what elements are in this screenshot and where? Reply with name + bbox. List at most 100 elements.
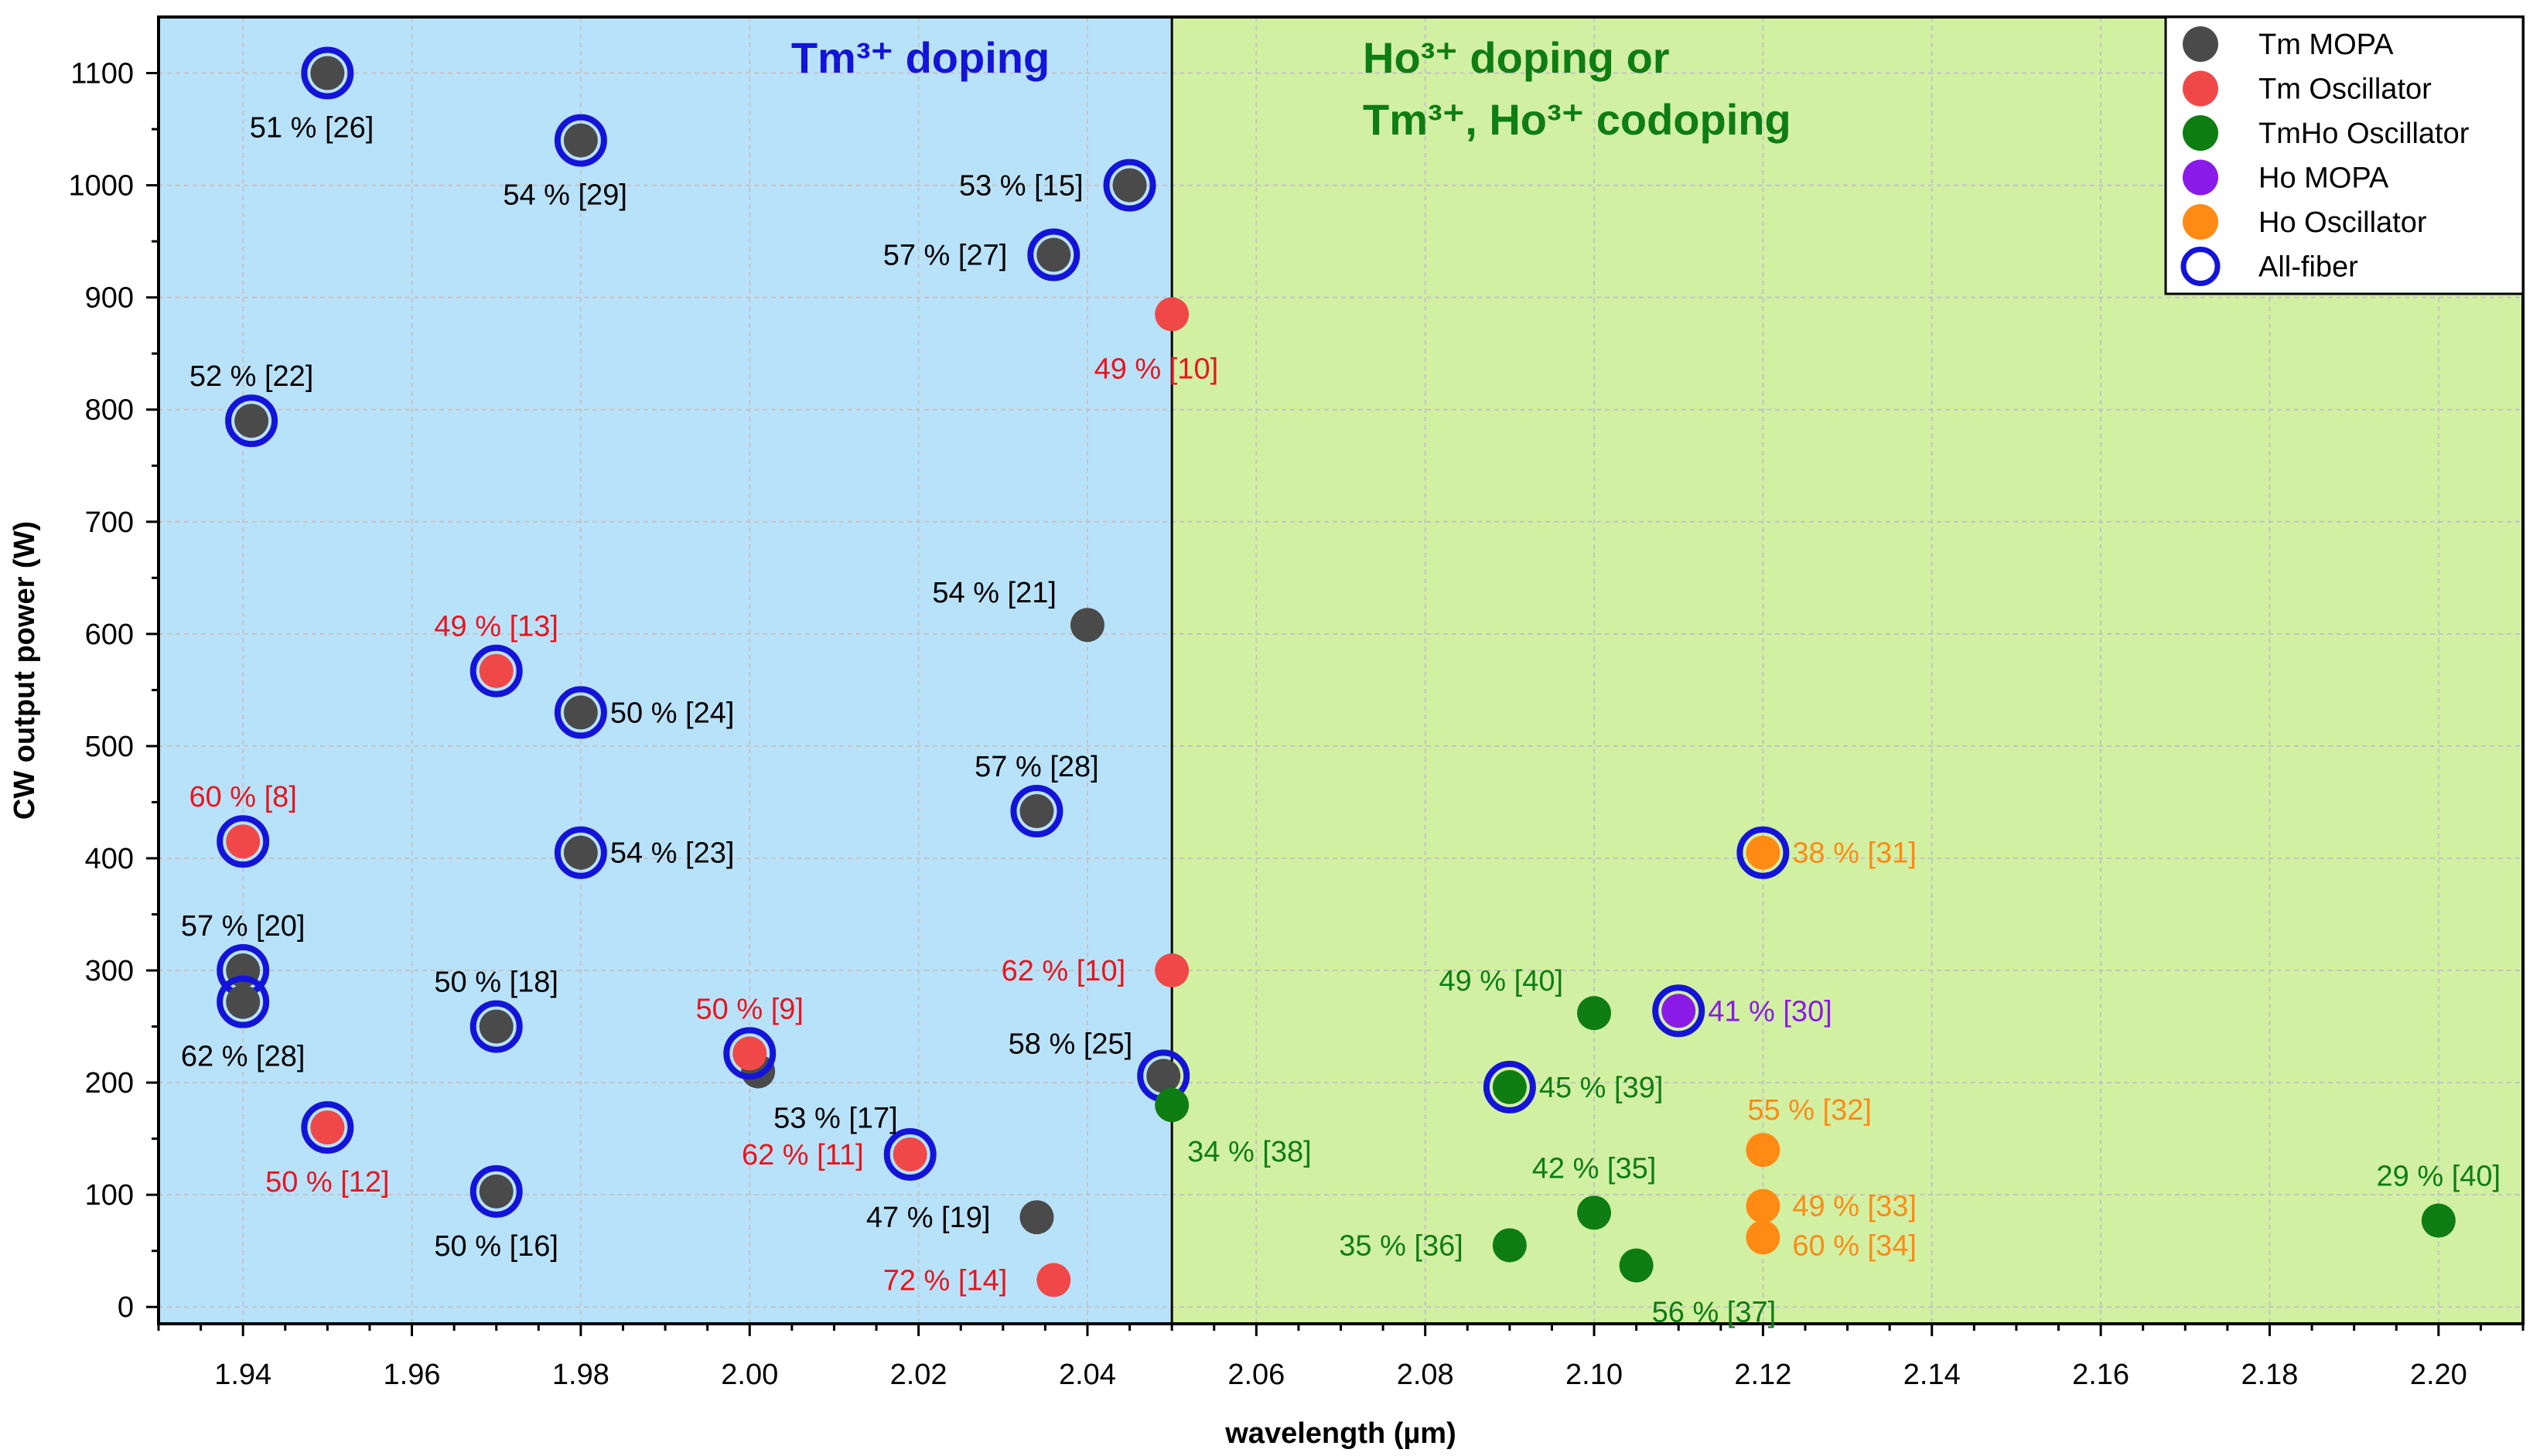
point-tm_osc bbox=[893, 1137, 927, 1171]
y-tick-label: 1100 bbox=[70, 58, 134, 90]
data-label: 54 % [23] bbox=[610, 837, 735, 870]
data-label: 42 % [35] bbox=[1532, 1152, 1657, 1185]
point-tmho_osc bbox=[1577, 1195, 1612, 1230]
data-label: 62 % [10] bbox=[1002, 955, 1126, 987]
x-tick-label: 2.20 bbox=[2410, 1359, 2467, 1391]
point-tm_mopa bbox=[234, 404, 269, 438]
point-ho_osc bbox=[1746, 1188, 1780, 1223]
x-tick-label: 2.16 bbox=[2072, 1359, 2129, 1391]
legend-marker-all_fiber bbox=[2180, 247, 2221, 286]
data-label: 49 % [10] bbox=[1094, 353, 1219, 385]
legend-marker-ho_mopa bbox=[2183, 159, 2218, 196]
y-tick-label: 0 bbox=[118, 1291, 134, 1324]
point-tm_mopa bbox=[310, 56, 345, 90]
point-tm_osc bbox=[479, 653, 514, 688]
data-labels: 51 % [26] 54 % [29] 53 % [15] 57 % [27] 52 %… bbox=[181, 112, 2501, 1329]
data-label: 35 % [36] bbox=[1339, 1229, 1463, 1262]
point-tm_osc bbox=[732, 1036, 767, 1071]
y-tick-label: 500 bbox=[85, 731, 134, 763]
point-tmho_osc bbox=[1577, 996, 1612, 1031]
legend-label-tmho_osc: TmHo Oscillator bbox=[2258, 118, 2470, 150]
y-tick-label: 100 bbox=[85, 1179, 134, 1212]
x-tick-label: 1.96 bbox=[384, 1359, 441, 1391]
x-tick-label: 2.10 bbox=[1565, 1359, 1623, 1391]
all-fiber-ring bbox=[225, 394, 278, 448]
data-label: 60 % [8] bbox=[189, 781, 296, 813]
legend-marker-ho_osc bbox=[2183, 204, 2218, 240]
legend-label-tm_osc: Tm Oscillator bbox=[2258, 73, 2432, 106]
all-fiber-ring bbox=[554, 686, 607, 739]
point-ho_osc bbox=[1746, 835, 1780, 870]
x-tick-label: 2.18 bbox=[2241, 1359, 2298, 1391]
y-tick-labels: 0 100 200 300 400 500 600 700 800 900 1000 1100 bbox=[68, 58, 134, 1325]
point-tmho_osc bbox=[2421, 1203, 2456, 1238]
data-label: 50 % [24] bbox=[610, 697, 735, 729]
point-tm_osc bbox=[310, 1110, 345, 1145]
point-tm_mopa bbox=[563, 695, 598, 730]
legend-box bbox=[2164, 15, 2525, 295]
all-fiber-ring bbox=[1736, 826, 1790, 879]
point-tm_mopa bbox=[1146, 1059, 1181, 1093]
legend-label-ho_osc: Ho Oscillator bbox=[2258, 206, 2427, 239]
x-tick-label: 2.12 bbox=[1734, 1359, 1791, 1391]
y-tick-label: 800 bbox=[85, 394, 134, 427]
legend-label-all_fiber: All-fiber bbox=[2258, 251, 2358, 284]
point-tm_mopa bbox=[1019, 794, 1054, 829]
y-tick-label: 1000 bbox=[68, 170, 134, 203]
point-ho_osc bbox=[1746, 1220, 1780, 1255]
region-tm-label: Tm³⁺ doping bbox=[791, 33, 1050, 82]
data-label: 52 % [22] bbox=[189, 360, 314, 393]
data-label: 50 % [16] bbox=[434, 1230, 558, 1263]
data-label: 57 % [28] bbox=[975, 751, 1099, 783]
grid-lines bbox=[159, 17, 2523, 1324]
point-tmho_osc bbox=[1619, 1248, 1654, 1283]
x-tick-label: 2.14 bbox=[1903, 1359, 1961, 1391]
data-label: 53 % [15] bbox=[959, 170, 1084, 203]
y-axis-label: CW output power (W) bbox=[9, 521, 41, 820]
data-label: 57 % [20] bbox=[181, 910, 306, 943]
all-fiber-ring bbox=[1103, 159, 1156, 212]
data-label: 38 % [31] bbox=[1792, 837, 1917, 870]
all-fiber-ring bbox=[1483, 1060, 1536, 1113]
data-label: 41 % [30] bbox=[1708, 995, 1832, 1028]
point-tm_mopa bbox=[1036, 237, 1071, 272]
point-tm_mopa bbox=[563, 123, 598, 158]
data-label: 72 % [14] bbox=[883, 1264, 1008, 1297]
legend: Tm MOPA Tm Oscillator TmHo Oscillator Ho MO… bbox=[2164, 15, 2525, 295]
data-label: 57 % [27] bbox=[883, 240, 1008, 272]
all-fiber-ring bbox=[1652, 984, 1705, 1038]
point-ho_mopa bbox=[1661, 994, 1696, 1028]
data-label: 56 % [37] bbox=[1652, 1297, 1777, 1329]
legend-label-tm_mopa: Tm MOPA bbox=[2258, 29, 2394, 61]
legend-label-ho_mopa: Ho MOPA bbox=[2258, 162, 2389, 195]
data-label: 45 % [39] bbox=[1539, 1072, 1664, 1104]
point-tm_mopa bbox=[563, 835, 598, 870]
data-label: 62 % [11] bbox=[742, 1139, 864, 1171]
legend-marker-tmho_osc bbox=[2183, 115, 2218, 151]
point-ho_osc bbox=[1746, 1133, 1780, 1168]
point-tm_mopa bbox=[479, 1009, 514, 1044]
all-fiber-ring bbox=[469, 1000, 523, 1053]
x-tick-labels: 1.94 1.96 1.98 2.00 2.02 2.04 2.06 2.08 2.10 2.12… bbox=[214, 1359, 2467, 1391]
all-fiber-ring bbox=[469, 644, 523, 697]
point-tmho_osc bbox=[1155, 1088, 1190, 1123]
legend-marker-tm_osc bbox=[2183, 70, 2218, 107]
data-label: 49 % [40] bbox=[1439, 965, 1563, 997]
y-tick-label: 600 bbox=[85, 619, 134, 651]
data-label: 29 % [40] bbox=[2377, 1161, 2501, 1193]
region-ho-label-line1: Ho³⁺ doping or bbox=[1363, 33, 1670, 82]
data-label: 51 % [26] bbox=[250, 112, 374, 145]
all-fiber-ring bbox=[723, 1027, 777, 1080]
x-tick-label: 1.94 bbox=[214, 1359, 271, 1391]
x-tick-label: 2.00 bbox=[721, 1359, 778, 1391]
point-tmho_osc bbox=[1492, 1228, 1527, 1263]
all-fiber-ring bbox=[554, 826, 607, 879]
data-label: 62 % [28] bbox=[181, 1041, 306, 1073]
y-tick-label: 700 bbox=[85, 506, 134, 539]
data-label: 50 % [9] bbox=[696, 993, 804, 1025]
all-fiber-ring bbox=[1027, 228, 1081, 281]
x-tick-label: 2.08 bbox=[1397, 1359, 1454, 1391]
all-fiber-ring bbox=[1010, 785, 1063, 838]
all-fiber-ring bbox=[301, 1101, 354, 1154]
